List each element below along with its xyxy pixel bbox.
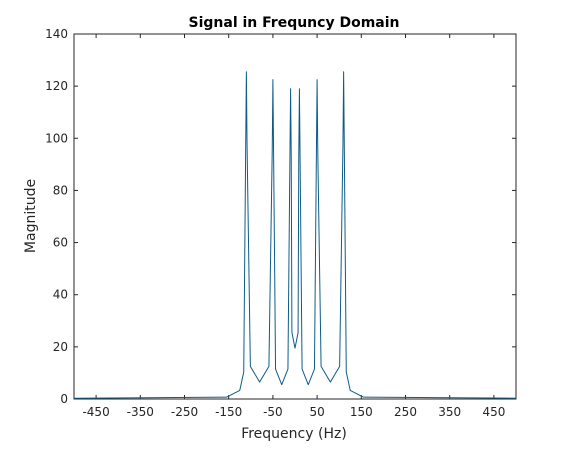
y-tick-label: 20 xyxy=(53,340,68,354)
axes-box xyxy=(73,33,517,400)
x-tick-label: -50 xyxy=(263,405,283,419)
x-axis-label: Frequency (Hz) xyxy=(241,426,347,442)
y-axis: 0 20 40 60 80 100 120 140 xyxy=(45,27,516,406)
x-tick-label: -350 xyxy=(127,405,154,419)
x-axis: -450 -350 -250 -150 -50 50 150 250 350 450 xyxy=(82,34,505,419)
x-tick-label: -450 xyxy=(82,405,109,419)
plot-area xyxy=(73,33,517,400)
series-line xyxy=(73,71,517,399)
x-tick-label: 250 xyxy=(394,405,417,419)
x-tick-label: -150 xyxy=(215,405,242,419)
y-tick-label: 120 xyxy=(45,79,68,93)
chart-title: Signal in Frequncy Domain xyxy=(189,15,400,31)
x-tick-label: 150 xyxy=(350,405,373,419)
y-tick-label: 100 xyxy=(45,131,68,145)
y-tick-label: 40 xyxy=(53,288,68,302)
x-tick-label: -250 xyxy=(171,405,198,419)
series-layer xyxy=(73,71,517,399)
y-tick-label: 80 xyxy=(53,183,68,197)
y-tick-label: 0 xyxy=(60,392,68,406)
x-tick-label: 350 xyxy=(438,405,461,419)
x-tick-label: 50 xyxy=(309,405,324,419)
y-tick-label: 60 xyxy=(53,236,68,250)
y-axis-label: Magnitude xyxy=(23,179,39,253)
x-tick-label: 450 xyxy=(482,405,505,419)
y-tick-label: 140 xyxy=(45,27,68,41)
